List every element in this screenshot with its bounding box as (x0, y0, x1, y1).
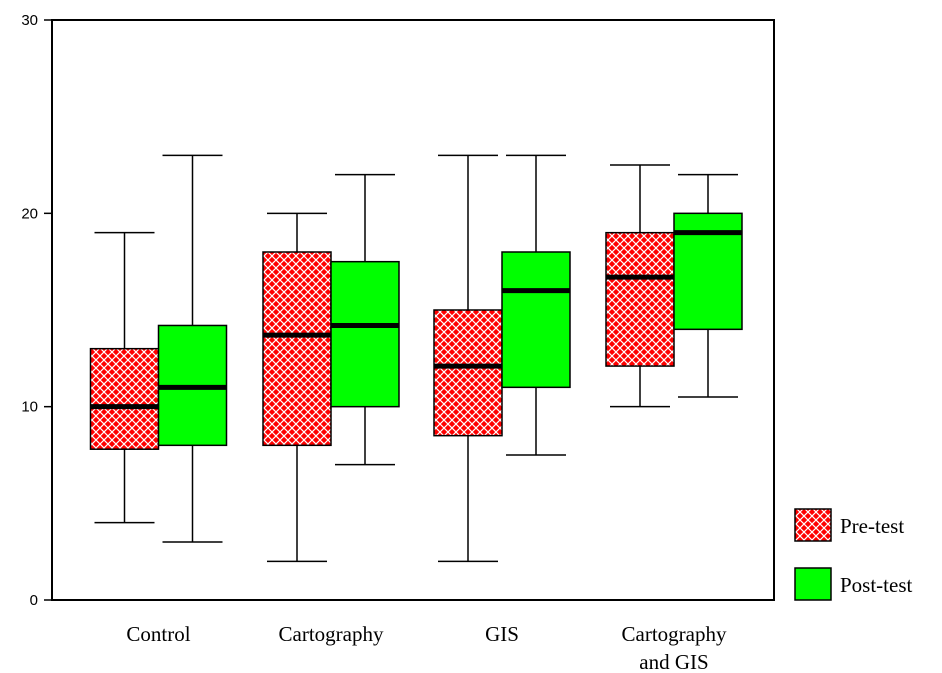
x-tick-label: GIS (485, 622, 519, 646)
boxes-layer (89, 154, 743, 563)
x-tick-label: Control (126, 622, 190, 646)
iqr-box (433, 309, 503, 437)
x-tick-label: Cartography (622, 622, 727, 646)
y-tick-label: 10 (21, 399, 38, 416)
box-post-test (673, 173, 743, 398)
legend-swatch-post-test (794, 567, 832, 601)
iqr-box (501, 251, 571, 389)
box-pre-test (89, 231, 160, 524)
box-pre-test (605, 164, 675, 408)
legend-label: Post-test (840, 573, 913, 597)
x-tick-label: Cartography (279, 622, 384, 646)
iqr-box (605, 231, 675, 367)
x-axis: Control Cartography GIS Cartography and GIS (126, 622, 727, 673)
iqr-box (262, 251, 332, 447)
legend-swatch-pre-test (794, 508, 832, 542)
box-post-test (330, 173, 400, 466)
box-pre-test (262, 212, 332, 563)
x-tick-label: and GIS (639, 650, 708, 673)
box-pre-test (433, 154, 503, 563)
iqr-box (89, 347, 160, 450)
y-tick-label: 20 (21, 205, 38, 222)
box-post-test (157, 154, 228, 543)
y-tick-label: 0 (30, 592, 38, 609)
y-axis: 0 10 20 30 (21, 12, 52, 609)
plot-frame (51, 19, 775, 601)
legend: Pre-test Post-test (794, 508, 913, 601)
legend-label: Pre-test (840, 514, 904, 538)
y-tick-label: 30 (21, 12, 38, 29)
iqr-box (330, 260, 400, 408)
box-post-test (501, 154, 571, 456)
